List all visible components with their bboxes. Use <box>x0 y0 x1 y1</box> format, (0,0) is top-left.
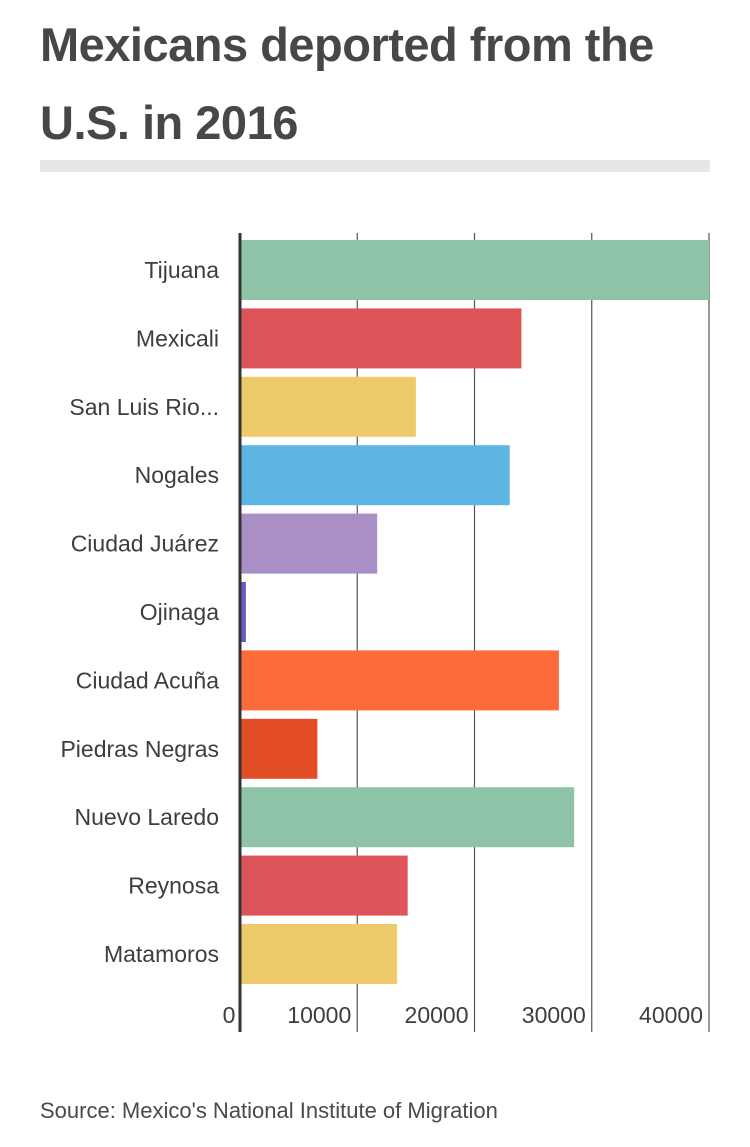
x-tick-label: 0 <box>223 1002 236 1028</box>
bar <box>240 787 575 848</box>
category-label: Reynosa <box>128 873 219 899</box>
category-label: Piedras Negras <box>60 736 219 762</box>
category-label: Nogales <box>135 462 219 488</box>
bar <box>240 718 318 779</box>
bar <box>240 376 416 437</box>
category-label: Tijuana <box>144 257 219 283</box>
bar <box>240 855 408 916</box>
x-tick-label: 20000 <box>405 1002 469 1028</box>
category-label: Ojinaga <box>140 599 219 625</box>
chart-title: Mexicans deported from the U.S. in 2016 <box>40 18 654 149</box>
bar <box>240 582 246 642</box>
x-tick-label: 10000 <box>287 1002 351 1028</box>
category-label: Ciudad Acuña <box>76 667 219 693</box>
bar <box>240 650 559 711</box>
bar-chart: Tijuana Mexicali San Luis Rio... Nogales Ciu… <box>60 233 710 1032</box>
title-divider <box>40 160 710 172</box>
bar <box>240 924 398 984</box>
bar <box>240 513 378 574</box>
bar <box>240 308 522 369</box>
source-note: Source: Mexico's National Institute of M… <box>40 1098 498 1123</box>
bar <box>240 240 709 300</box>
category-label: Mexicali <box>136 325 219 351</box>
category-label: Nuevo Laredo <box>75 804 220 830</box>
x-tick-label: 40000 <box>639 1002 703 1028</box>
x-tick-label: 30000 <box>522 1002 586 1028</box>
bar <box>240 445 510 506</box>
category-label: Ciudad Juárez <box>71 531 219 557</box>
category-label: Matamoros <box>104 941 219 967</box>
category-label: San Luis Rio... <box>69 394 219 420</box>
